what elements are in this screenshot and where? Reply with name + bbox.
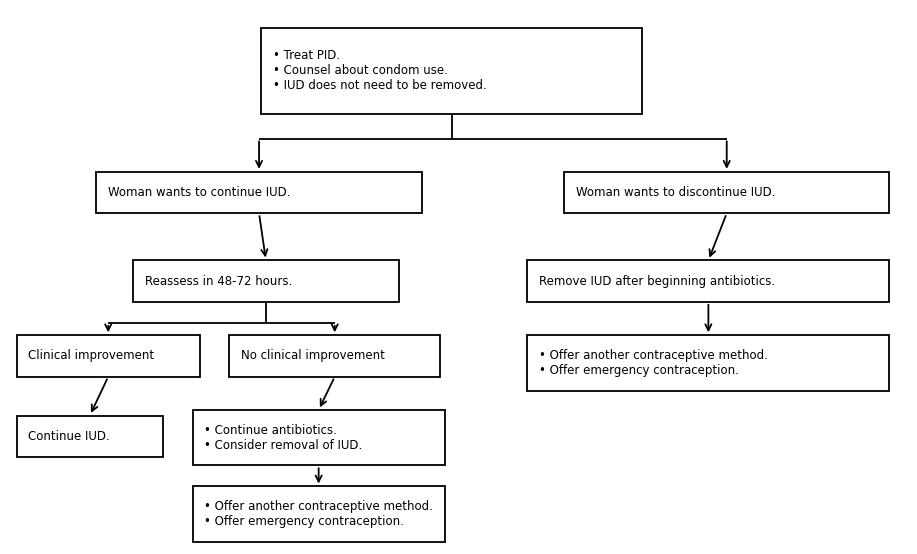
Text: • Treat PID.
• Counsel about condom use.
• IUD does not need to be removed.: • Treat PID. • Counsel about condom use.… — [273, 49, 487, 92]
Text: Woman wants to discontinue IUD.: Woman wants to discontinue IUD. — [576, 186, 776, 199]
FancyBboxPatch shape — [527, 260, 889, 302]
Text: • Offer another contraceptive method.
• Offer emergency contraception.: • Offer another contraceptive method. • … — [539, 349, 768, 377]
Text: • Continue antibiotics.
• Consider removal of IUD.: • Continue antibiotics. • Consider remov… — [204, 424, 363, 452]
FancyBboxPatch shape — [193, 486, 445, 542]
Text: Reassess in 48-72 hours.: Reassess in 48-72 hours. — [145, 275, 293, 288]
Text: • Offer another contraceptive method.
• Offer emergency contraception.: • Offer another contraceptive method. • … — [204, 500, 434, 528]
FancyBboxPatch shape — [261, 28, 642, 114]
Text: No clinical improvement: No clinical improvement — [241, 350, 385, 362]
FancyBboxPatch shape — [527, 335, 889, 391]
FancyBboxPatch shape — [96, 172, 422, 213]
Text: Remove IUD after beginning antibiotics.: Remove IUD after beginning antibiotics. — [539, 275, 775, 288]
Text: Woman wants to continue IUD.: Woman wants to continue IUD. — [108, 186, 291, 199]
FancyBboxPatch shape — [133, 260, 399, 302]
Text: Clinical improvement: Clinical improvement — [28, 350, 155, 362]
FancyBboxPatch shape — [193, 410, 445, 465]
FancyBboxPatch shape — [17, 335, 200, 377]
FancyBboxPatch shape — [17, 416, 163, 457]
FancyBboxPatch shape — [564, 172, 889, 213]
Text: Continue IUD.: Continue IUD. — [28, 430, 110, 443]
FancyBboxPatch shape — [229, 335, 440, 377]
